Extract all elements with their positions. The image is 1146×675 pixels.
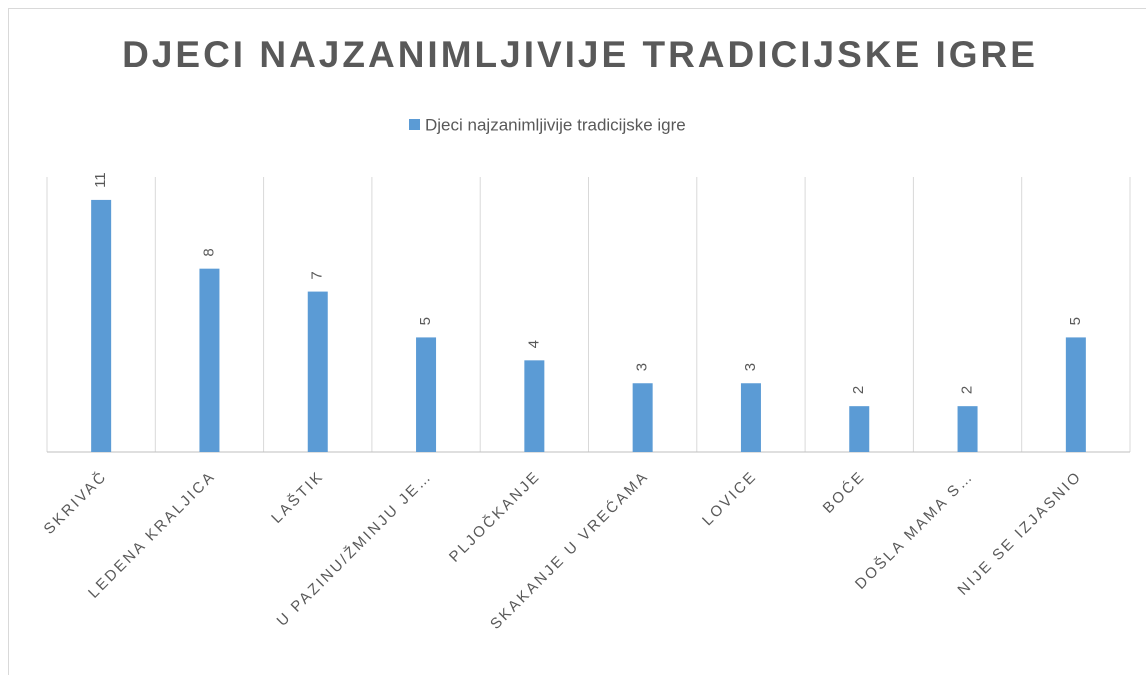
x-tick-label: BOĆE xyxy=(820,468,869,517)
x-tick-label: SKRIVAČ xyxy=(41,468,111,538)
data-label: 7 xyxy=(309,271,326,279)
bar xyxy=(524,360,545,452)
bar xyxy=(199,268,220,452)
x-tick-label: NIJE SE IZJASNIO xyxy=(954,468,1085,599)
bar xyxy=(957,406,978,452)
data-label: 8 xyxy=(200,248,217,256)
chart-title: DJECI NAJZANIMLJIVIJE TRADICIJSKE IGRE xyxy=(122,34,1038,75)
data-label: 2 xyxy=(959,386,976,394)
legend-swatch xyxy=(409,119,420,130)
bar xyxy=(307,291,328,452)
data-label: 5 xyxy=(1067,317,1084,325)
x-tick-label: DOŠLA MAMA S… xyxy=(852,468,977,593)
bar xyxy=(849,406,870,452)
bar xyxy=(740,383,761,452)
data-label: 4 xyxy=(525,340,542,348)
bar xyxy=(416,337,437,452)
data-label: 2 xyxy=(850,386,867,394)
data-label: 3 xyxy=(634,363,651,371)
bar xyxy=(91,199,112,452)
data-label: 5 xyxy=(417,317,434,325)
x-tick-label: LAŠTIK xyxy=(268,468,327,527)
data-label: 11 xyxy=(92,172,109,188)
legend-label: Djeci najzanimljivije tradicijske igre xyxy=(425,115,686,134)
chart-border xyxy=(8,8,1146,675)
x-tick-label: PLJOČKANJE xyxy=(446,468,544,566)
x-tick-label: LOVICE xyxy=(699,468,761,530)
data-label: 3 xyxy=(742,363,759,371)
bar xyxy=(1065,337,1086,452)
x-tick-label: LEDENA KRALJICA xyxy=(85,468,219,602)
bar xyxy=(632,383,653,452)
